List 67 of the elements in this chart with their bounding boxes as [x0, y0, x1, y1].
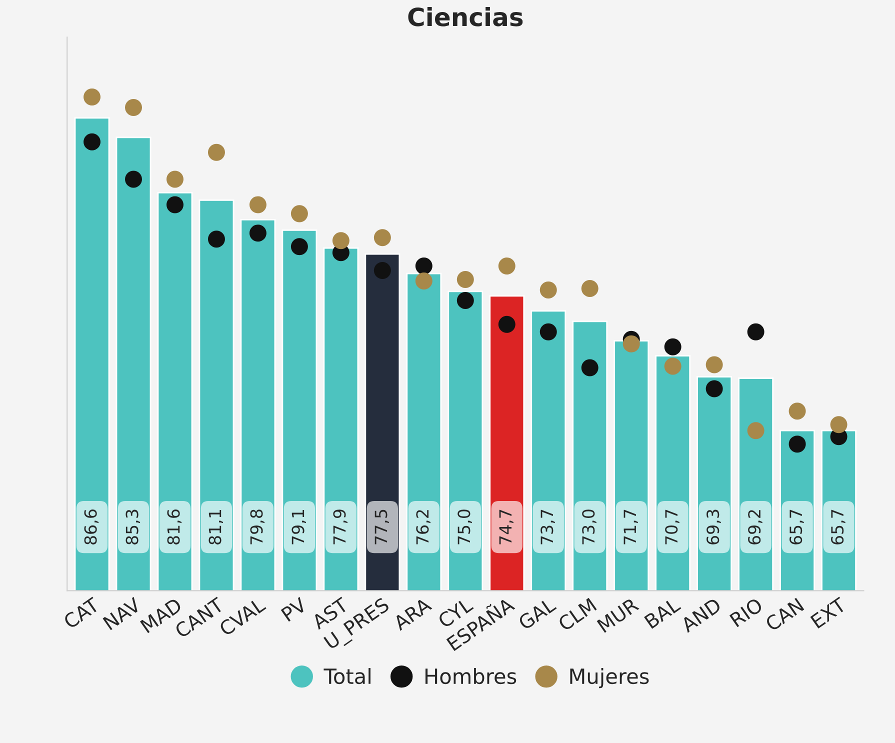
- data-label: 69,3: [706, 510, 721, 544]
- x-tick-label: PV: [280, 596, 308, 622]
- point: [166, 196, 184, 214]
- x-tick-label: BAL: [644, 596, 682, 629]
- point: [581, 280, 598, 297]
- data-label: 85,3: [126, 510, 140, 544]
- point: [622, 335, 640, 352]
- point: [706, 380, 723, 398]
- data-label: 71,7: [624, 510, 638, 544]
- data-label: 75,0: [458, 510, 472, 544]
- data-label: 76,2: [416, 510, 430, 544]
- data-label: 65,7: [831, 510, 846, 544]
- data-label: 79,8: [250, 510, 264, 544]
- point: [208, 230, 225, 248]
- data-label: 69,2: [748, 510, 762, 544]
- point: [664, 358, 682, 375]
- data-label: 86,6: [84, 510, 99, 544]
- x-tick-label: GAL: [517, 596, 557, 630]
- point: [498, 316, 516, 333]
- chart-title: Ciencias: [408, 7, 523, 26]
- data-label: 74,7: [499, 510, 514, 544]
- point: [84, 133, 101, 150]
- point: [415, 272, 432, 290]
- point: [84, 88, 101, 106]
- data-label: 77,9: [333, 510, 348, 544]
- data-label: 73,7: [540, 510, 555, 544]
- data-label: 81,1: [208, 510, 224, 544]
- point: [581, 359, 598, 376]
- point: [208, 144, 225, 161]
- point: [125, 170, 142, 188]
- data-label: 70,7: [665, 510, 680, 544]
- point: [290, 205, 308, 222]
- point: [249, 196, 266, 214]
- point: [166, 170, 184, 188]
- point: [374, 229, 391, 246]
- data-label: 81,6: [167, 510, 182, 544]
- legend-label: Total: [324, 668, 370, 684]
- data-label: 77,5: [374, 510, 389, 544]
- x-tick-label: CAT: [62, 596, 101, 630]
- data-label: 65,7: [790, 510, 804, 544]
- x-tick-label: ARA: [392, 596, 432, 631]
- point: [498, 258, 516, 275]
- x-tick-label: CLM: [557, 598, 597, 632]
- data-label: 79,1: [292, 510, 306, 544]
- x-tick-label: RIO: [729, 597, 764, 628]
- point: [706, 356, 723, 374]
- point: [664, 338, 682, 356]
- point: [249, 224, 266, 242]
- point: [456, 292, 474, 309]
- point: [125, 98, 142, 116]
- point: [456, 271, 474, 288]
- legend-label: Mujeres: [570, 668, 649, 688]
- point: [374, 262, 391, 280]
- point: [788, 436, 806, 453]
- point: [540, 323, 557, 340]
- point: [290, 238, 308, 256]
- legend-label: Hombres: [426, 668, 516, 684]
- point: [415, 258, 432, 275]
- x-tick-label: CAN: [764, 598, 804, 632]
- data-label: 73,0: [582, 510, 596, 544]
- point: [332, 232, 350, 250]
- point: [747, 323, 764, 340]
- point: [747, 422, 764, 440]
- point: [540, 281, 557, 298]
- point: [830, 416, 848, 434]
- x-tick-label: EXT: [810, 596, 848, 629]
- point: [788, 402, 806, 420]
